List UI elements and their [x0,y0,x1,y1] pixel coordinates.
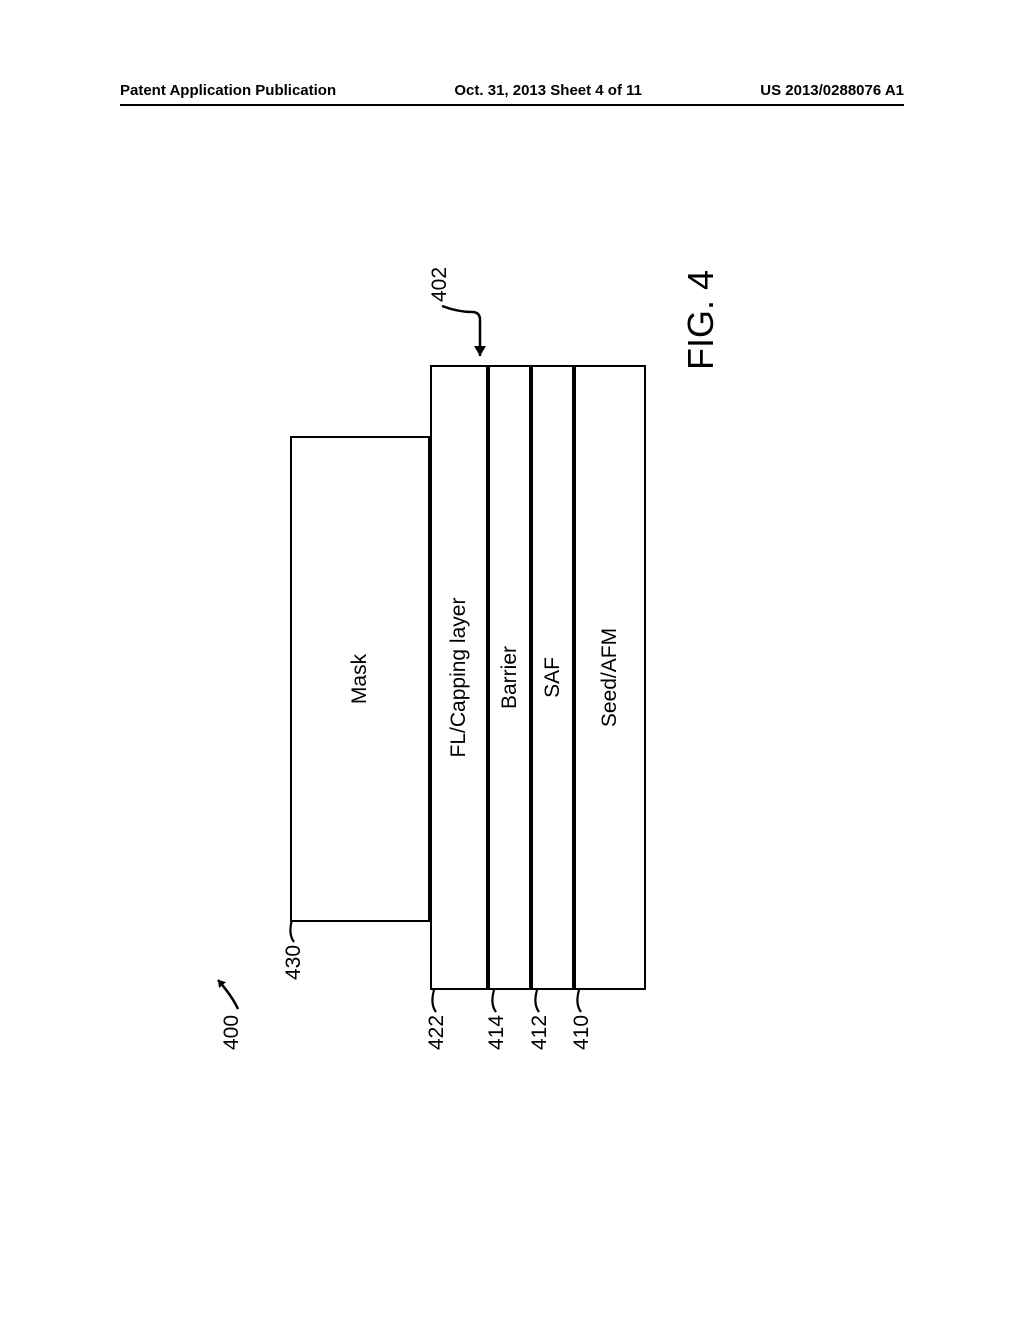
header-center: Oct. 31, 2013 Sheet 4 of 11 [454,82,642,99]
header-right: US 2013/0288076 A1 [760,82,904,99]
layer-barrier: Barrier [488,365,531,990]
layer-seed-afm-label: Seed/AFM [598,628,622,727]
layer-seed-afm: Seed/AFM [574,365,646,990]
leader-410 [571,984,591,1014]
ref-430: 430 [282,945,306,980]
layer-saf: SAF [531,365,574,990]
leader-414 [486,984,506,1014]
ref-422: 422 [425,1015,449,1050]
ref-412: 412 [528,1015,552,1050]
layer-mask-label: Mask [348,654,372,704]
page-header: Patent Application Publication Oct. 31, … [0,82,1024,99]
ref-402: 402 [428,267,452,302]
leader-412 [529,984,549,1014]
header-rule [120,104,904,106]
page: Patent Application Publication Oct. 31, … [0,0,1024,1320]
header-left: Patent Application Publication [120,82,336,99]
arrow-402-icon [430,300,500,362]
ref-400: 400 [220,1015,244,1050]
ref-410: 410 [570,1015,594,1050]
layer-saf-label: SAF [541,657,565,698]
ref-414: 414 [485,1015,509,1050]
layer-fl-capping-label: FL/Capping layer [447,598,471,758]
layer-mask: Mask [290,436,430,922]
layer-fl-capping: FL/Capping layer [430,365,488,990]
layer-barrier-label: Barrier [498,646,522,709]
arrow-400-icon [210,964,250,1014]
leader-430 [284,914,304,944]
figure-label: FIG. 4 [680,270,722,370]
leader-422 [426,984,446,1014]
diagram-canvas: 400 Mask FL/Capping layer Barrier SAF [210,230,770,1050]
